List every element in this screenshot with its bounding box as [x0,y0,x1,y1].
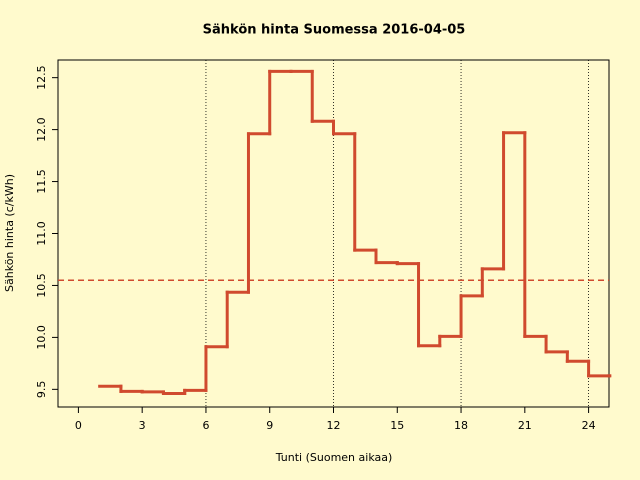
x-axis-label: Tunti (Suomen aikaa) [275,451,393,464]
y-tick-label: 12.0 [35,117,48,142]
y-tick-label: 12.5 [35,65,48,90]
y-tick-label: 10.5 [35,273,48,298]
y-axis-label: Sähkön hinta (c/kWh) [3,174,16,292]
y-tick-label: 9.5 [35,381,48,399]
y-tick-label: 11.0 [35,221,48,246]
x-tick-label: 21 [518,419,532,432]
x-tick-label: 6 [202,419,209,432]
x-tick-label: 24 [582,419,596,432]
x-tick-label: 18 [454,419,468,432]
x-tick-label: 3 [139,419,146,432]
chart-title: Sähkön hinta Suomessa 2016-04-05 [203,23,466,38]
y-tick-label: 11.5 [35,169,48,194]
x-tick-label: 12 [327,419,341,432]
y-tick-label: 10.0 [35,325,48,350]
x-tick-label: 9 [266,419,273,432]
x-tick-label: 15 [390,419,404,432]
x-tick-label: 0 [75,419,82,432]
